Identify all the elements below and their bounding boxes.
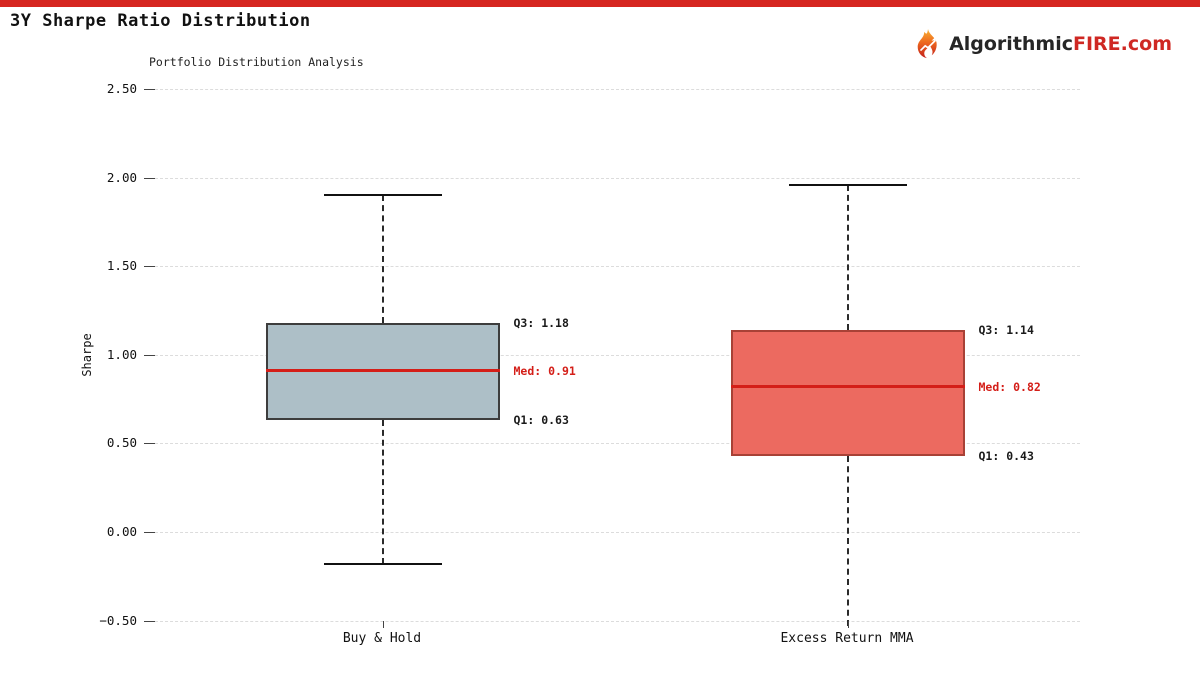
whisker-cap-upper — [323, 194, 442, 197]
annotation-med: Med: 0.82 — [978, 379, 1041, 394]
y-tick-mark — [144, 266, 155, 268]
chart-subtitle: Portfolio Distribution Analysis — [149, 55, 364, 69]
annotation-q1: Q1: 0.43 — [978, 448, 1034, 463]
annotation-q1: Q1: 0.63 — [513, 413, 569, 428]
whisker-cap-upper — [788, 183, 907, 186]
brand-logo-text: AlgorithmicFIRE.com — [949, 33, 1172, 55]
annotation-med: Med: 0.91 — [513, 363, 576, 378]
box-2 — [730, 329, 965, 456]
whisker-upper — [846, 184, 849, 330]
annotation-q3: Q3: 1.14 — [978, 322, 1034, 337]
y-tick-mark — [144, 620, 155, 622]
whisker-lower — [846, 455, 849, 626]
y-tick-mark — [144, 177, 155, 179]
gridline — [155, 532, 1080, 533]
x-tick-mark — [382, 620, 384, 628]
x-category-label-1: Buy & Hold — [342, 631, 422, 646]
median-line — [265, 369, 500, 373]
y-tick-label: −0.50 — [99, 612, 137, 628]
gridline — [155, 89, 1080, 90]
page-title: 3Y Sharpe Ratio Distribution — [10, 11, 311, 31]
flame-icon — [913, 28, 943, 60]
y-tick-label: 2.00 — [106, 169, 137, 185]
gridline — [155, 620, 1080, 622]
y-tick-label: 1.00 — [106, 346, 137, 362]
x-category-label-2: Excess Return MMA — [780, 631, 914, 646]
gridline — [155, 266, 1080, 268]
y-tick-mark — [144, 354, 155, 356]
gridline — [155, 177, 1080, 179]
brand-suffix: FIRE.com — [1073, 33, 1172, 55]
top-accent-bar — [0, 0, 1200, 7]
y-tick-mark — [144, 89, 155, 90]
annotation-q3: Q3: 1.18 — [513, 315, 569, 330]
brand-logo: AlgorithmicFIRE.com — [913, 28, 1172, 60]
y-tick-mark — [144, 532, 155, 533]
gridline — [155, 443, 1080, 445]
x-tick-mark — [847, 620, 849, 628]
y-tick-label: 0.00 — [106, 524, 137, 539]
median-line — [730, 385, 965, 389]
whisker-cap-lower — [323, 562, 442, 565]
whisker-lower — [381, 420, 384, 564]
y-tick-label: 1.50 — [106, 258, 137, 274]
whisker-upper — [381, 195, 384, 323]
y-tick-label: 2.50 — [106, 81, 137, 96]
brand-prefix: Algorithmic — [949, 33, 1073, 55]
y-tick-mark — [144, 443, 155, 445]
gridline — [155, 354, 1080, 356]
y-tick-label: 0.50 — [106, 435, 137, 451]
